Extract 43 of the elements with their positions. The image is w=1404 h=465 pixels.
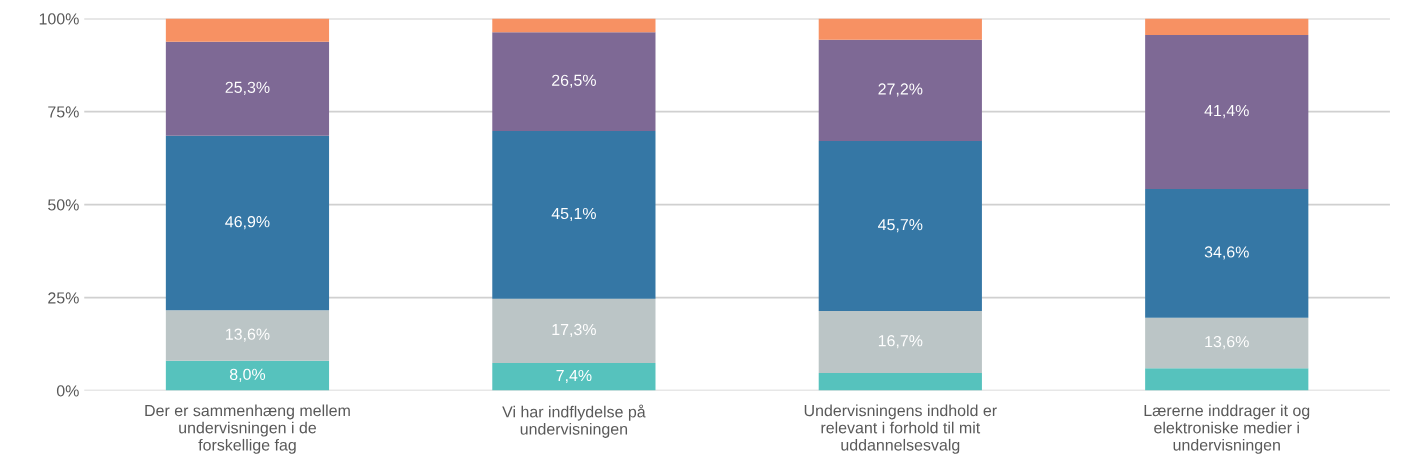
data-label: 7,4% <box>556 369 592 384</box>
bar <box>165 41 330 136</box>
bar <box>492 32 656 131</box>
bar <box>492 298 656 364</box>
bar <box>492 363 656 391</box>
y-tick-label: 75% <box>48 106 79 118</box>
bar <box>818 39 982 141</box>
data-label: 16,7% <box>878 335 923 349</box>
x-tick-label: Der er sammenhæng mellem undervisningen i de forskellige fag <box>145 404 350 454</box>
data-label: 8,0% <box>229 368 266 382</box>
y-tick-label: 0% <box>56 385 79 397</box>
y-tick-label: 100% <box>39 13 79 25</box>
x-tick-label: Lærerne inddrager it og elektroniske medier i undervisningen <box>1144 404 1310 454</box>
x-tick-label: Undervisningens indhold er relevant i forhold til mit uddannelsesvalg <box>804 404 997 454</box>
bar <box>165 135 330 311</box>
data-label: 27,2% <box>878 83 923 97</box>
bar <box>1145 317 1309 369</box>
y-tick-label: 25% <box>48 292 79 304</box>
bar <box>818 18 982 40</box>
data-label: 41,4% <box>1204 105 1249 119</box>
bar <box>1145 18 1309 35</box>
y-tick-label: 50% <box>48 199 79 211</box>
x-tick-label: Vi har indflydelse på undervisningen <box>502 404 646 438</box>
data-label: 13,6% <box>226 328 270 342</box>
data-label: 13,6% <box>1205 335 1249 350</box>
bar <box>818 373 982 391</box>
bar <box>818 310 982 374</box>
data-label: 45,7% <box>878 219 923 233</box>
data-label: 46,9% <box>225 215 270 230</box>
bar <box>1145 34 1309 189</box>
data-label: 34,6% <box>1204 246 1249 260</box>
bar <box>165 310 330 361</box>
data-label: 26,5% <box>552 74 596 88</box>
bar <box>165 360 330 391</box>
data-label: 25,3% <box>225 81 270 95</box>
bar <box>165 18 330 42</box>
bar <box>492 130 656 299</box>
bar <box>492 18 656 33</box>
data-label: 45,1% <box>551 207 596 221</box>
data-label: 17,3% <box>552 323 596 338</box>
bar <box>1145 188 1309 318</box>
bar <box>818 140 982 311</box>
bar <box>1145 368 1309 391</box>
